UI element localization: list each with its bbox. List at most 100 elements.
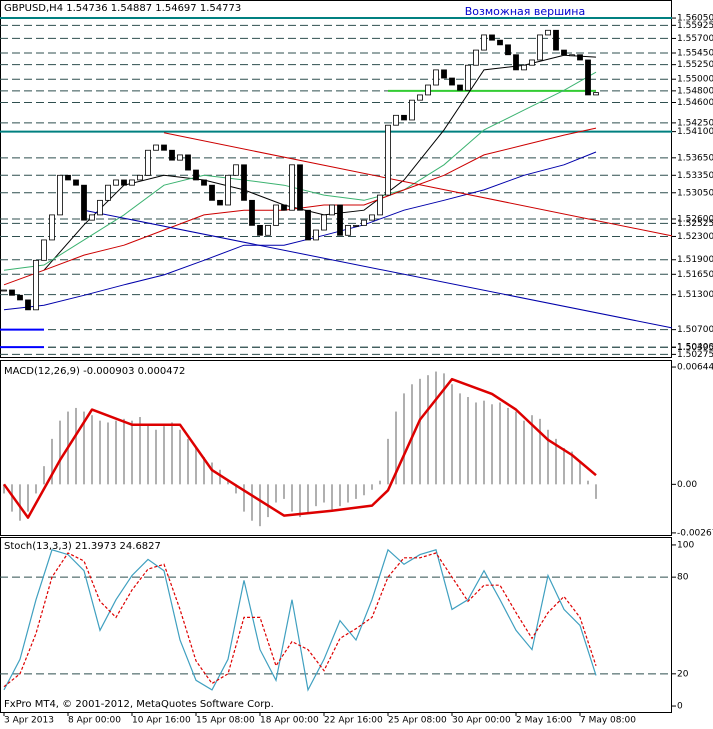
candle <box>265 224 271 236</box>
candle <box>217 199 223 206</box>
histogram-bar <box>283 484 285 499</box>
y-tick-label: 1.50275 <box>677 350 713 360</box>
histogram-bar <box>443 373 445 485</box>
histogram-bar <box>403 393 405 485</box>
histogram-bar <box>275 484 277 503</box>
histogram-bar <box>115 420 117 485</box>
histogram-bar <box>19 484 21 521</box>
y-tick-label: 0 <box>677 702 683 712</box>
candle <box>473 49 479 66</box>
candle <box>305 209 311 241</box>
candle <box>441 69 447 79</box>
candle <box>105 184 111 201</box>
footer: FxPro MT4, © 2001-2012, MetaQuotes Softw… <box>4 699 274 710</box>
candle <box>225 174 231 206</box>
candle <box>41 239 47 261</box>
candle <box>505 44 511 56</box>
candle <box>561 49 567 56</box>
indicator-line <box>163 132 673 237</box>
histogram-bar <box>419 378 421 485</box>
histogram-bar <box>235 484 237 494</box>
candle <box>425 84 431 96</box>
candle <box>73 179 79 186</box>
x-tick-label: 25 Apr 08:00 <box>388 716 447 726</box>
candle <box>233 164 239 176</box>
histogram-bar <box>523 420 525 485</box>
candle <box>81 184 87 221</box>
y-tick-label: 1.51300 <box>677 290 713 300</box>
candle <box>33 259 39 311</box>
x-tick-label: 3 Apr 2013 <box>4 716 54 726</box>
candle <box>121 179 127 186</box>
indicator-line <box>3 127 597 286</box>
y-tick-label: 1.52525 <box>677 219 713 229</box>
candle <box>249 199 255 226</box>
y-tick-label: 1.55000 <box>677 75 713 85</box>
y-tick-label: 1.52600 <box>677 214 713 224</box>
y-tick-label: 1.54800 <box>677 86 713 96</box>
candle <box>161 144 167 151</box>
y-tick-label: 20 <box>677 669 689 679</box>
indicator-line <box>43 54 597 271</box>
histogram-bar <box>187 438 189 485</box>
y-tick-label: 1.56050 <box>677 14 713 24</box>
candle <box>449 77 455 86</box>
x-tick-label: 8 Apr 00:00 <box>68 716 121 726</box>
histogram-bar <box>547 429 549 485</box>
histogram-bar <box>459 393 461 485</box>
candle <box>257 224 263 236</box>
candle <box>321 214 327 231</box>
candle <box>489 34 495 41</box>
candle <box>49 214 55 241</box>
histogram-bar <box>555 438 557 485</box>
histogram-bar <box>507 407 509 485</box>
candle <box>241 164 247 201</box>
candle <box>273 204 279 226</box>
histogram-bar <box>387 438 389 485</box>
histogram-bar <box>531 415 533 485</box>
histogram-bar <box>347 484 349 503</box>
candle <box>185 154 191 171</box>
candle <box>25 299 31 311</box>
histogram-bar <box>299 484 301 518</box>
histogram-bar <box>155 429 157 485</box>
candle <box>529 59 535 66</box>
y-tick-label: 1.53650 <box>677 153 713 163</box>
y-tick-label: 1.51900 <box>677 255 713 265</box>
candle <box>457 84 463 91</box>
candle <box>465 64 471 91</box>
histogram-bar <box>219 469 221 485</box>
candle <box>97 199 103 216</box>
candle <box>513 54 519 71</box>
histogram-bar <box>43 466 45 485</box>
x-tick-label: 30 Apr 00:00 <box>452 716 511 726</box>
candle <box>553 29 559 51</box>
histogram-bar <box>315 484 317 507</box>
histogram-bar <box>499 402 501 485</box>
histogram-bar <box>99 420 101 485</box>
indicator-line <box>3 151 597 311</box>
histogram-bar <box>595 484 597 499</box>
histogram-bar <box>475 402 477 485</box>
price-pane <box>0 0 672 358</box>
macd-title: MACD(12,26,9) -0.000903 0.000472 <box>4 366 185 377</box>
candle <box>393 114 399 126</box>
histogram-bar <box>291 484 293 512</box>
candle <box>1 289 7 292</box>
histogram-bar <box>467 397 469 485</box>
y-tick-label: 1.55450 <box>677 48 713 58</box>
candle <box>577 54 583 61</box>
candle <box>169 149 175 161</box>
signal-line <box>2 377 597 519</box>
x-tick-label: 2 May 16:00 <box>516 716 572 726</box>
histogram-bar <box>83 411 85 485</box>
candle <box>137 174 143 181</box>
candle <box>345 224 351 236</box>
y-tick-label: 1.54250 <box>677 118 713 128</box>
histogram-bar <box>491 404 493 485</box>
x-tick-label: 18 Apr 00:00 <box>260 716 319 726</box>
histogram-bar <box>395 411 397 485</box>
x-tick-label: 22 Apr 16:00 <box>324 716 383 726</box>
y-tick-label: -0.00267 <box>677 528 713 538</box>
